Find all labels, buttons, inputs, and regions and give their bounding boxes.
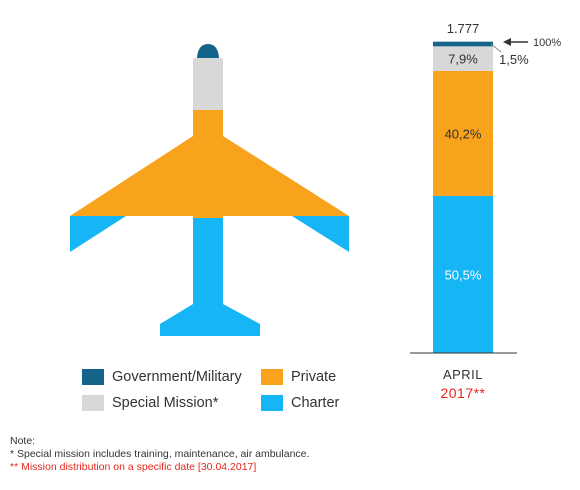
data-label-private: 40,2% [445,126,482,141]
note-heading: Note: [10,435,36,447]
legend-label-charter: Charter [291,395,340,411]
data-label-leader-government-military [490,43,502,53]
legend-item-government-military: Government/Military [82,369,242,385]
footnotes: Note: * Special mission includes trainin… [10,435,309,474]
legend-swatch-special-mission [82,395,104,411]
legend-item-charter: Charter [261,395,339,411]
airplane-wing-tip-right [292,216,349,252]
category-label: APRIL 2017** [418,367,508,401]
note-special-mission: * Special mission includes training, mai… [10,448,310,460]
bar-segment-government-military [433,41,493,47]
airplane-cockpit [193,58,223,110]
arrow-100-head-icon [503,38,511,46]
legend-swatch-private [261,369,283,385]
legend-item-special-mission: Special Mission* [82,395,218,411]
airplane-icon [70,44,349,336]
bar-segment-charter [433,195,493,353]
bar-segment-private [433,70,493,196]
data-label-special-mission: 7,9% [448,52,478,67]
airplane-wings [70,110,349,218]
airplane-nose [197,44,219,58]
category-month: APRIL [442,367,484,382]
legend-item-private: Private [261,369,336,385]
airplane-wing-tip-left [70,216,126,252]
chart-legend: Government/Military Private Special Miss… [82,369,382,419]
data-label-government-military: 1,5% [499,52,529,67]
bar-segment-special-mission [433,46,493,71]
note-date: ** Mission distribution on a specific da… [10,461,257,473]
data-label-charter: 50,5% [445,267,482,282]
annotation-100-percent: 100% [533,37,561,49]
airplane-tail [160,218,260,336]
legend-swatch-charter [261,395,283,411]
category-year: 2017** [440,385,486,401]
total-label: 1.777 [447,21,480,36]
legend-label-special-mission: Special Mission* [112,395,219,411]
legend-label-government-military: Government/Military [112,369,242,385]
legend-swatch-government-military [82,369,104,385]
legend-label-private: Private [291,369,337,385]
